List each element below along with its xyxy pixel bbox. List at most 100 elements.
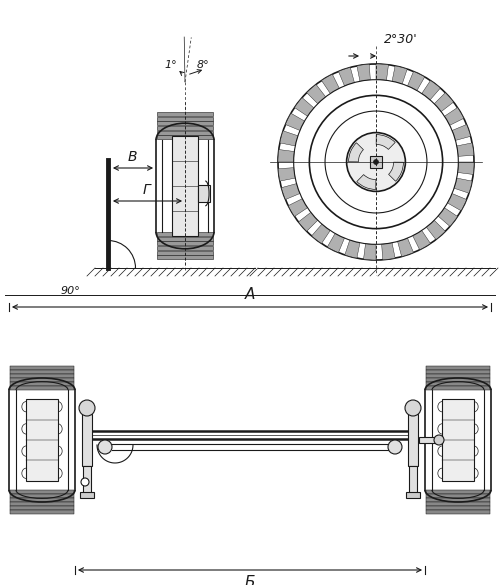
Bar (10, 498, 74, 501)
Wedge shape (388, 162, 404, 181)
Bar (157, 232, 213, 236)
Wedge shape (376, 135, 395, 149)
Bar (409, 466, 417, 496)
Wedge shape (412, 230, 430, 250)
Bar (157, 130, 213, 135)
Text: 2°30': 2°30' (384, 33, 418, 46)
Bar (157, 126, 213, 130)
Circle shape (346, 133, 406, 191)
Bar (426, 382, 490, 386)
Circle shape (405, 400, 421, 416)
Bar (426, 386, 490, 390)
Wedge shape (376, 64, 388, 80)
Wedge shape (345, 240, 360, 258)
Circle shape (310, 95, 442, 229)
Wedge shape (278, 150, 294, 162)
Bar (10, 382, 74, 386)
Bar (10, 490, 74, 494)
Wedge shape (438, 208, 458, 226)
Bar (419, 437, 437, 443)
Bar (157, 255, 213, 259)
Bar (10, 374, 74, 377)
Bar (198, 184, 210, 202)
Wedge shape (294, 98, 314, 116)
Wedge shape (382, 243, 395, 260)
Circle shape (294, 80, 458, 245)
Bar (157, 237, 213, 240)
Circle shape (79, 400, 95, 416)
Bar (10, 370, 74, 373)
Wedge shape (434, 92, 454, 112)
Wedge shape (448, 194, 466, 211)
Bar (10, 386, 74, 390)
Wedge shape (458, 162, 474, 174)
Bar (426, 370, 490, 373)
Wedge shape (444, 108, 464, 125)
Bar (10, 494, 74, 497)
Bar (426, 490, 490, 494)
Wedge shape (408, 71, 424, 91)
Wedge shape (278, 168, 295, 181)
Bar (408, 414, 418, 466)
Bar (426, 510, 490, 514)
Bar (426, 494, 490, 497)
Bar (10, 510, 74, 514)
Text: Б: Б (245, 575, 256, 585)
Bar (157, 112, 213, 116)
Wedge shape (454, 178, 472, 193)
Bar (10, 366, 74, 370)
Wedge shape (338, 67, 354, 86)
Bar (82, 414, 92, 466)
Text: 1°: 1° (164, 60, 177, 70)
Bar (157, 242, 213, 245)
Wedge shape (322, 74, 340, 94)
Bar (442, 400, 474, 481)
Circle shape (278, 64, 474, 260)
Circle shape (325, 111, 427, 213)
Wedge shape (298, 212, 318, 231)
Wedge shape (392, 66, 407, 84)
Bar (157, 116, 213, 121)
Circle shape (98, 440, 112, 454)
Wedge shape (286, 113, 304, 130)
Bar (10, 378, 74, 381)
Wedge shape (282, 184, 300, 199)
Wedge shape (422, 81, 440, 100)
Wedge shape (364, 243, 376, 260)
Circle shape (374, 160, 378, 164)
Bar (426, 374, 490, 377)
Wedge shape (398, 238, 413, 257)
Bar (426, 502, 490, 505)
Wedge shape (328, 233, 344, 253)
Bar (426, 506, 490, 510)
Bar (157, 246, 213, 250)
Circle shape (434, 435, 444, 445)
Bar (10, 502, 74, 505)
Bar (406, 492, 420, 498)
Wedge shape (357, 174, 376, 190)
Text: В: В (127, 150, 137, 164)
Text: 90°: 90° (60, 286, 80, 296)
Bar (426, 366, 490, 370)
Bar (157, 135, 213, 139)
Text: Г: Г (142, 183, 150, 197)
Wedge shape (306, 84, 326, 104)
Bar (157, 121, 213, 125)
Bar (26, 400, 58, 481)
Wedge shape (288, 199, 308, 216)
Wedge shape (280, 131, 298, 146)
Wedge shape (357, 64, 370, 81)
Bar (172, 136, 198, 236)
Wedge shape (348, 143, 364, 162)
Bar (10, 506, 74, 510)
Wedge shape (452, 125, 470, 140)
Bar (157, 250, 213, 254)
Bar (426, 498, 490, 501)
Bar (426, 378, 490, 381)
Text: 8°: 8° (196, 60, 209, 70)
Bar (370, 156, 382, 168)
Circle shape (81, 478, 89, 486)
Circle shape (388, 440, 402, 454)
Wedge shape (426, 220, 446, 239)
Wedge shape (312, 224, 330, 243)
